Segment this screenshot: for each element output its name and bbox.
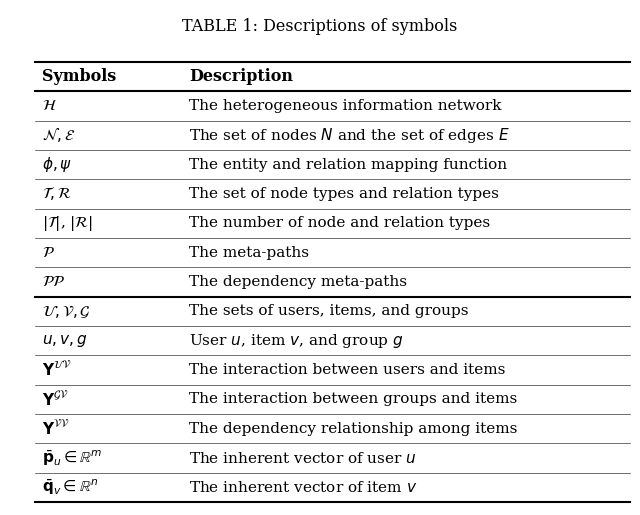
Text: $u, v, g$: $u, v, g$ — [42, 333, 87, 349]
Text: $\mathcal{T}, \mathcal{R}$: $\mathcal{T}, \mathcal{R}$ — [42, 185, 72, 202]
Text: The meta-paths: The meta-paths — [189, 246, 308, 260]
Text: $\mathbf{Y}^{\mathcal{UV}}$: $\mathbf{Y}^{\mathcal{UV}}$ — [42, 361, 71, 379]
Text: The sets of users, items, and groups: The sets of users, items, and groups — [189, 304, 468, 318]
Text: The inherent vector of user $u$: The inherent vector of user $u$ — [189, 451, 417, 466]
Text: User $u$, item $v$, and group $g$: User $u$, item $v$, and group $g$ — [189, 332, 403, 350]
Text: The interaction between users and items: The interaction between users and items — [189, 363, 505, 377]
Text: Description: Description — [189, 68, 292, 85]
Text: The set of nodes $N$ and the set of edges $E$: The set of nodes $N$ and the set of edge… — [189, 126, 509, 145]
Text: Symbols: Symbols — [42, 68, 116, 85]
Text: The inherent vector of item $v$: The inherent vector of item $v$ — [189, 480, 417, 495]
Text: The heterogeneous information network: The heterogeneous information network — [189, 99, 501, 113]
Text: TABLE 1: Descriptions of symbols: TABLE 1: Descriptions of symbols — [182, 18, 458, 35]
Text: $\mathcal{N}, \mathcal{E}$: $\mathcal{N}, \mathcal{E}$ — [42, 126, 75, 144]
Text: $\mathcal{U}, \mathcal{V}, \mathcal{G}$: $\mathcal{U}, \mathcal{V}, \mathcal{G}$ — [42, 303, 90, 320]
Text: The dependency relationship among items: The dependency relationship among items — [189, 422, 517, 436]
Text: The interaction between groups and items: The interaction between groups and items — [189, 392, 517, 406]
Text: $\mathcal{PP}$: $\mathcal{PP}$ — [42, 275, 65, 289]
Text: $\mathcal{P}$: $\mathcal{P}$ — [42, 246, 54, 260]
Text: The set of node types and relation types: The set of node types and relation types — [189, 187, 499, 201]
Text: The dependency meta-paths: The dependency meta-paths — [189, 275, 407, 289]
Text: $\bar{\mathbf{p}}_u \in \mathbb{R}^m$: $\bar{\mathbf{p}}_u \in \mathbb{R}^m$ — [42, 448, 102, 468]
Text: $\mathbf{Y}^{\mathcal{VV}}$: $\mathbf{Y}^{\mathcal{VV}}$ — [42, 420, 69, 438]
Text: The entity and relation mapping function: The entity and relation mapping function — [189, 158, 507, 171]
Text: $\phi, \psi$: $\phi, \psi$ — [42, 155, 72, 174]
Text: The number of node and relation types: The number of node and relation types — [189, 216, 490, 230]
Text: $\mathcal{H}$: $\mathcal{H}$ — [42, 99, 56, 113]
Text: $\mathbf{Y}^{\mathcal{GV}}$: $\mathbf{Y}^{\mathcal{GV}}$ — [42, 390, 68, 408]
Text: |$\mathcal{T}$|, |$\mathcal{R}$|: |$\mathcal{T}$|, |$\mathcal{R}$| — [42, 214, 93, 233]
Text: $\bar{\mathbf{q}}_v \in \mathbb{R}^n$: $\bar{\mathbf{q}}_v \in \mathbb{R}^n$ — [42, 477, 98, 497]
